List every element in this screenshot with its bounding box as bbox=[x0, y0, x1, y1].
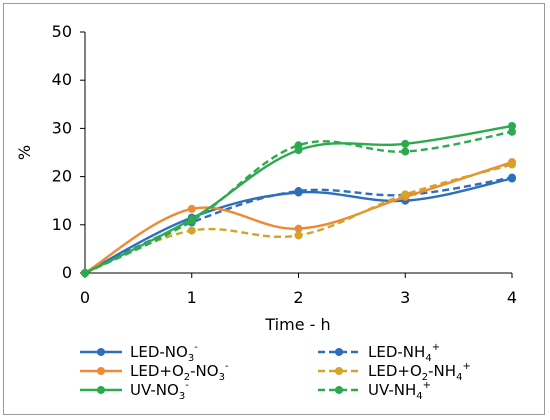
legend-item: UV-NH4+ bbox=[318, 380, 431, 402]
data-point bbox=[508, 160, 516, 169]
data-point bbox=[294, 141, 303, 150]
axes: 0 10 20 30 40 50 0 1 2 3 4 bbox=[52, 22, 517, 307]
axis-labels: % Time - h bbox=[15, 145, 331, 334]
legend-marker bbox=[335, 367, 343, 375]
legend-item: LED+O2-NH4+ bbox=[318, 361, 471, 383]
series-line bbox=[84, 163, 513, 275]
legend-label: UV-NO3- bbox=[130, 380, 189, 402]
legend-marker bbox=[97, 367, 105, 375]
series-LED+O2-NH4+ bbox=[81, 160, 516, 277]
data-point bbox=[508, 173, 516, 182]
data-point bbox=[187, 216, 196, 225]
y-tick-label: 10 bbox=[52, 215, 72, 234]
series-UV-NH4+ bbox=[81, 127, 516, 277]
y-tick-label: 40 bbox=[52, 70, 72, 89]
y-tick-label: 30 bbox=[52, 118, 72, 137]
data-point bbox=[187, 226, 196, 235]
data-point bbox=[508, 121, 516, 130]
x-axis-title: Time - h bbox=[264, 315, 330, 334]
legend-marker bbox=[97, 348, 105, 356]
data-point bbox=[294, 224, 303, 233]
data-point bbox=[401, 147, 410, 156]
x-tick-label: 1 bbox=[187, 288, 197, 307]
legend-item: LED+O2-NO3- bbox=[80, 361, 229, 383]
chart-frame bbox=[3, 3, 545, 415]
legend-marker bbox=[335, 348, 343, 356]
series-layer bbox=[81, 121, 516, 277]
series-line bbox=[84, 130, 513, 275]
x-tick-label: 4 bbox=[507, 288, 517, 307]
legend-label: LED+O2-NH4+ bbox=[368, 361, 471, 383]
legend-label: LED-NH4+ bbox=[368, 342, 440, 364]
legend-label: UV-NH4+ bbox=[368, 380, 431, 402]
x-tick-label: 0 bbox=[80, 288, 90, 307]
y-tick-label: 50 bbox=[52, 22, 72, 41]
series-line bbox=[84, 160, 513, 275]
legend-label: LED+O2-NO3- bbox=[130, 361, 229, 383]
data-point bbox=[401, 139, 410, 148]
data-point bbox=[187, 204, 196, 213]
data-point bbox=[508, 127, 516, 136]
series-LED+O2-NO3- bbox=[81, 158, 516, 277]
y-tick-label: 20 bbox=[52, 167, 72, 186]
legend-item: LED-NO3- bbox=[80, 342, 198, 364]
y-tick-label: 0 bbox=[62, 263, 72, 282]
legend-marker bbox=[335, 386, 343, 394]
legend-label: LED-NO3- bbox=[130, 342, 198, 364]
legend-item: LED-NH4+ bbox=[318, 342, 440, 364]
data-point bbox=[81, 269, 89, 277]
data-point bbox=[294, 187, 303, 196]
x-tick-label: 3 bbox=[400, 288, 410, 307]
legend-item: UV-NO3- bbox=[80, 380, 189, 402]
y-axis-title: % bbox=[15, 145, 34, 160]
legend: LED-NO3- LED-NH4+LED+O2-NO3- LED+O2-NH4+UV… bbox=[80, 342, 471, 402]
data-point bbox=[294, 231, 303, 240]
x-tick-label: 2 bbox=[293, 288, 303, 307]
data-point bbox=[401, 190, 410, 199]
legend-marker bbox=[97, 386, 105, 394]
